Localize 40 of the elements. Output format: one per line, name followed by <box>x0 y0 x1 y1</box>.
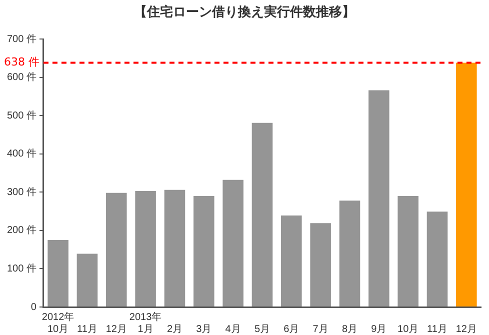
bar <box>106 192 127 306</box>
y-tick-label: 700 件 <box>6 34 36 45</box>
y-tick-label: 400 件 <box>6 148 36 160</box>
x-tick-label: 5月 <box>254 324 270 335</box>
x-tick-label: 11月 <box>427 324 448 335</box>
bar <box>456 62 477 306</box>
x-tick-label: 9月 <box>371 324 387 335</box>
x-tick-label: 8月 <box>342 324 358 335</box>
y-tick-label: 200 件 <box>6 225 36 236</box>
bar <box>339 200 360 306</box>
x-tick-label: 2012年 10月 <box>42 310 74 335</box>
bar <box>222 180 244 306</box>
bar <box>281 215 302 306</box>
x-tick-label: 7月 <box>312 324 328 335</box>
bar <box>310 223 331 306</box>
x-tick-label: 12月 <box>106 324 127 335</box>
y-tick-label: 100 件 <box>6 263 36 274</box>
bar <box>76 254 98 306</box>
x-tick-label: 11月 <box>77 324 98 335</box>
ref-line-label: 638 件 <box>4 56 40 69</box>
x-tick-label: 12月 <box>456 324 477 335</box>
x-tick-label: 2013年 1月 <box>129 310 162 335</box>
bar <box>48 240 68 306</box>
y-tick-label: 600 件 <box>6 72 36 84</box>
bar <box>135 190 156 306</box>
y-tick-label: 0 <box>30 302 37 313</box>
x-tick-label: 6月 <box>284 324 300 335</box>
bar <box>194 196 214 306</box>
y-tick-label: 300 件 <box>6 186 36 198</box>
x-tick-label: 10月 <box>398 324 419 335</box>
y-tick-label: 500 件 <box>6 110 36 122</box>
x-tick-label: 2月 <box>166 324 183 335</box>
x-tick-label: 4月 <box>225 324 241 335</box>
bar <box>368 90 390 306</box>
x-tick-label: 3月 <box>196 324 212 335</box>
bar <box>426 212 448 306</box>
bar <box>252 122 273 306</box>
bar <box>398 196 418 306</box>
chart-title: 【住宅ローン借り換え実行件数推移】 <box>133 4 356 22</box>
bar <box>164 190 186 306</box>
